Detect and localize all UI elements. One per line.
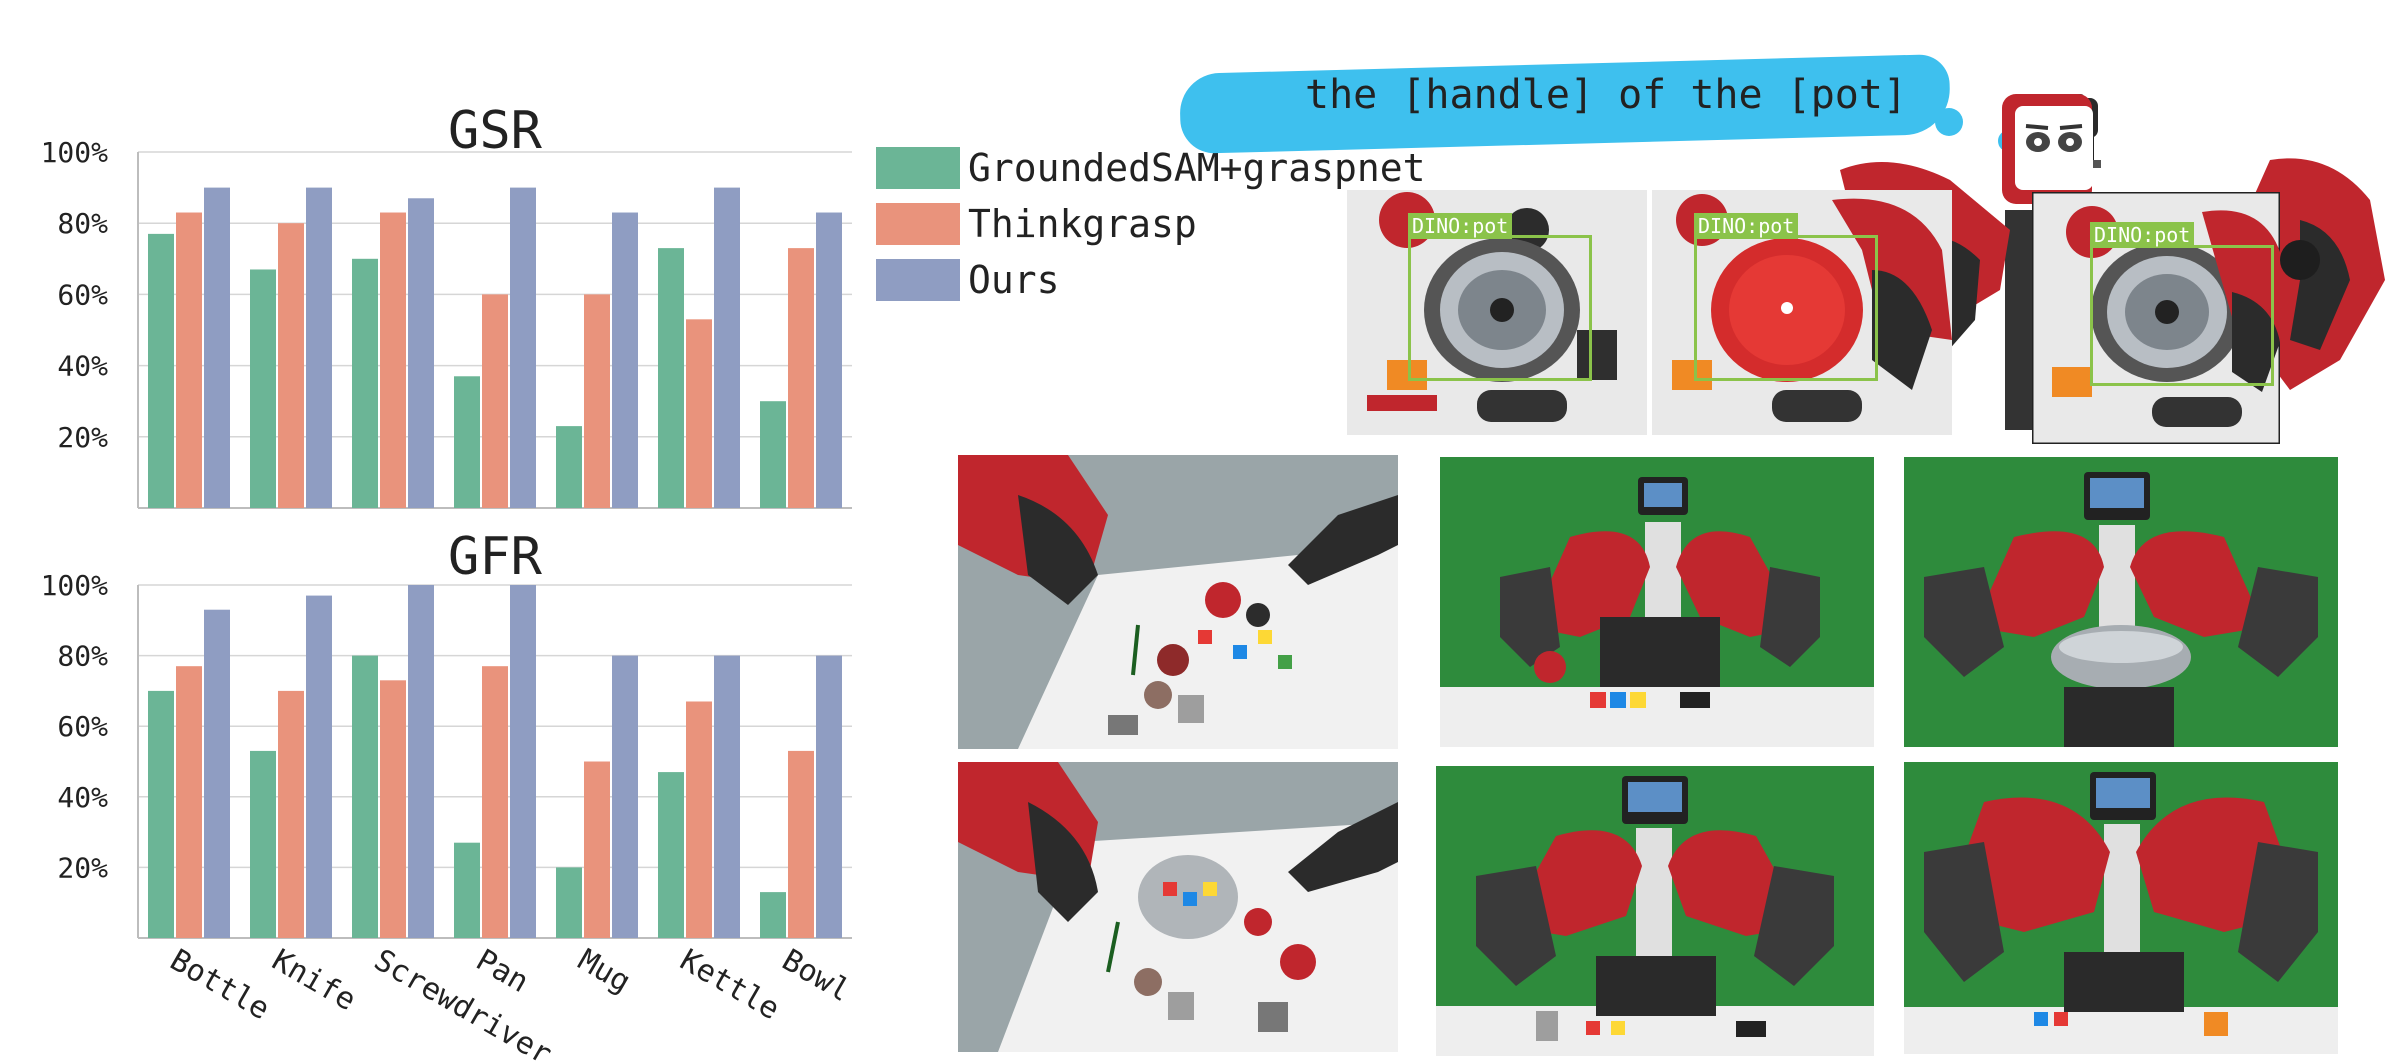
legend-item-groundedsam: GroundedSAM+graspnet [876, 140, 1426, 196]
x-tick-label: Bottle [164, 943, 275, 1027]
robot-grasping-photo-4 [1904, 762, 2338, 1054]
bar-gsr-kettle-2 [714, 187, 740, 508]
detection-label-3: DINO:pot [2090, 222, 2195, 248]
legend: GroundedSAM+graspnet Thinkgrasp Ours [876, 140, 1426, 308]
x-tick-label: Kettle [674, 943, 785, 1027]
bar-gfr-screwdriver-2 [408, 585, 434, 938]
bar-gfr-bottle-1 [176, 666, 202, 938]
tabletop-objects-photo-1 [958, 455, 1398, 749]
bar-gfr-bowl-2 [816, 655, 842, 938]
bar-gsr-screwdriver-2 [408, 198, 434, 508]
detection-box-2 [1694, 235, 1878, 381]
y-tick-label-gfr: 40% [57, 781, 108, 814]
legend-swatch-thinkgrasp [876, 203, 960, 245]
thought-dot-large [1935, 108, 1963, 136]
bar-gsr-pan-1 [482, 294, 508, 508]
bar-gfr-knife-1 [278, 690, 304, 938]
bar-gsr-bottle-0 [148, 233, 174, 508]
y-tick-label-gsr: 60% [57, 278, 108, 311]
bar-gsr-screwdriver-1 [380, 212, 406, 508]
bar-gfr-bowl-0 [760, 892, 786, 938]
bar-gsr-kettle-0 [658, 248, 684, 508]
x-tick-label: Screwdriver [368, 943, 558, 1061]
bar-gfr-pan-2 [510, 585, 536, 938]
legend-swatch-groundedsam [876, 147, 960, 189]
bar-gsr-bottle-2 [204, 187, 230, 508]
speech-text: the [handle] of the [pot] [1305, 72, 1908, 118]
bar-gsr-knife-1 [278, 223, 304, 508]
bar-gsr-bowl-0 [760, 401, 786, 508]
bar-gfr-mug-0 [556, 867, 582, 938]
detection-box-1 [1408, 235, 1592, 381]
robot-grasping-photo-1 [1440, 457, 1874, 747]
x-tick-label: Pan [470, 943, 534, 1000]
legend-item-ours: Ours [876, 252, 1426, 308]
bar-gfr-mug-2 [612, 655, 638, 938]
y-tick-label-gsr: 40% [57, 350, 108, 383]
legend-label-groundedsam: GroundedSAM+graspnet [968, 146, 1426, 190]
y-tick-label-gfr: 80% [57, 640, 108, 673]
bar-gfr-pan-1 [482, 666, 508, 938]
bar-gsr-pan-0 [454, 376, 480, 508]
bar-gsr-knife-0 [250, 269, 276, 508]
chart-title-gsr: GSR [448, 101, 543, 161]
robot-grasping-photo-3 [1436, 766, 1874, 1056]
bar-gfr-mug-1 [584, 761, 610, 938]
legend-item-thinkgrasp: Thinkgrasp [876, 196, 1426, 252]
bar-gsr-bottle-1 [176, 212, 202, 508]
legend-swatch-ours [876, 259, 960, 301]
x-tick-label: Mug [572, 943, 636, 1000]
bar-gfr-kettle-1 [686, 701, 712, 938]
bar-gsr-knife-2 [306, 187, 332, 508]
bar-gsr-kettle-1 [686, 319, 712, 508]
y-tick-label-gsr: 100% [41, 136, 109, 169]
detection-label-2: DINO:pot [1694, 213, 1799, 239]
bar-gsr-bowl-1 [788, 248, 814, 508]
x-tick-label: Knife [266, 943, 362, 1018]
bar-gfr-bowl-1 [788, 750, 814, 938]
detection-label-1: DINO:pot [1408, 213, 1513, 239]
y-tick-label-gfr: 20% [57, 851, 108, 884]
bar-gfr-screwdriver-1 [380, 680, 406, 938]
bar-gsr-screwdriver-0 [352, 258, 378, 508]
legend-label-ours: Ours [968, 258, 1060, 302]
bar-gsr-mug-2 [612, 212, 638, 508]
bar-gsr-mug-1 [584, 294, 610, 508]
y-tick-label-gsr: 80% [57, 207, 108, 240]
y-tick-label-gfr: 60% [57, 710, 108, 743]
bar-gfr-screwdriver-0 [352, 655, 378, 938]
y-tick-label-gsr: 20% [57, 421, 108, 454]
bar-gsr-mug-0 [556, 426, 582, 508]
robot-grasping-photo-2 [1904, 457, 2338, 747]
tabletop-objects-photo-2 [958, 762, 1398, 1052]
x-tick-label: Bowl [776, 943, 856, 1009]
chart-title-gfr: GFR [448, 527, 543, 587]
bar-gfr-kettle-0 [658, 772, 684, 938]
bar-gfr-kettle-2 [714, 655, 740, 938]
bar-gsr-pan-2 [510, 187, 536, 508]
chart-gsr: 20% 40% 60% 80% 100% GSR [41, 101, 852, 509]
bar-gsr-bowl-2 [816, 212, 842, 508]
bar-gfr-bottle-2 [204, 609, 230, 938]
bar-gfr-bottle-0 [148, 690, 174, 938]
bar-gfr-knife-2 [306, 595, 332, 938]
y-tick-label-gfr: 100% [41, 569, 109, 602]
bar-gfr-pan-0 [454, 842, 480, 938]
bar-gfr-knife-0 [250, 750, 276, 938]
detection-box-3 [2090, 245, 2274, 386]
legend-label-thinkgrasp: Thinkgrasp [968, 202, 1197, 246]
